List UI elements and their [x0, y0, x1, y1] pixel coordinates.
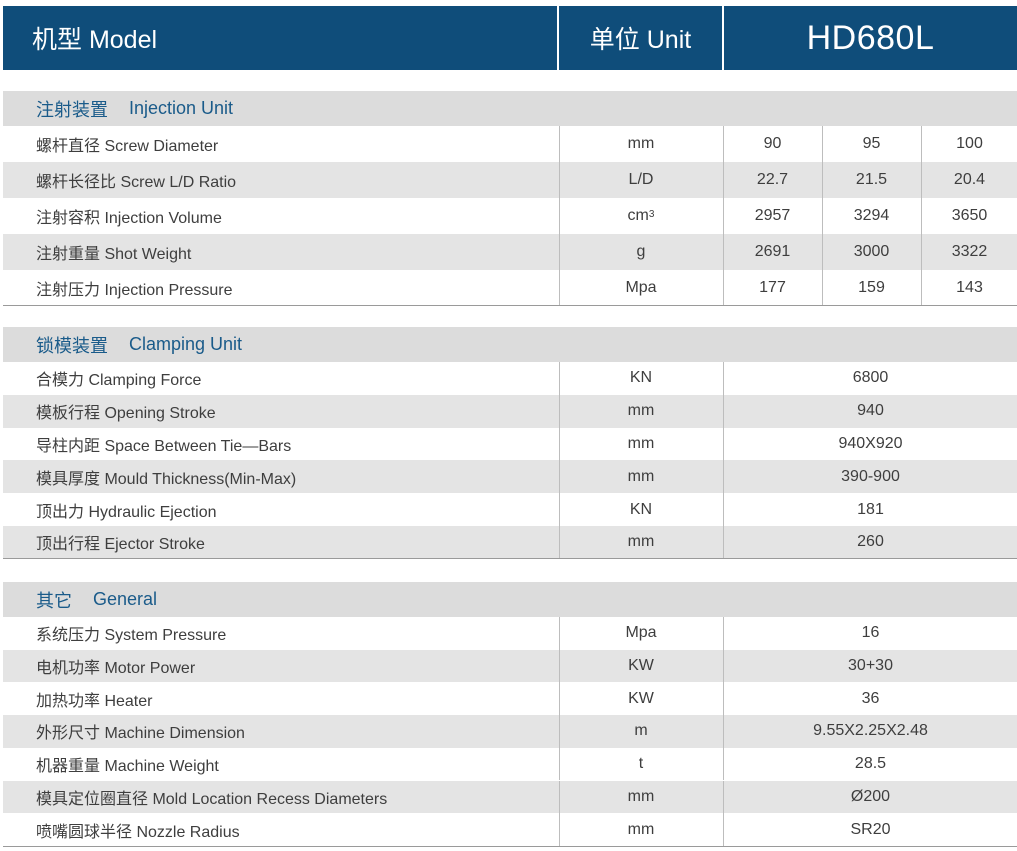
section-bottom-rule — [3, 846, 1017, 847]
header-model-name: HD680L — [724, 6, 1017, 70]
row-value: SR20 — [723, 813, 1017, 846]
table-row: 顶出行程 Ejector Stroke mm 260 — [3, 526, 1017, 559]
table-row: 机器重量 Machine Weight t 28.5 — [3, 747, 1017, 781]
row-value: 36 — [723, 682, 1017, 716]
section-header: 其它 General — [3, 582, 1017, 617]
section-header: 注射装置 Injection Unit — [3, 91, 1017, 126]
row-label: 模板行程 Opening Stroke — [36, 405, 216, 423]
row-unit: g — [559, 234, 722, 270]
row-label: 模具定位圈直径 Mold Location Recess Diameters — [36, 790, 388, 808]
table-row: 喷嘴圆球半径 Nozzle Radius mm SR20 — [3, 813, 1017, 846]
header-unit: 单位 Unit — [559, 6, 722, 70]
row-value: 143 — [921, 270, 1017, 306]
section-title-en: General — [93, 589, 158, 609]
row-value: 95 — [822, 126, 920, 162]
row-unit: mm — [559, 394, 722, 428]
row-value: 3650 — [921, 198, 1017, 234]
row-unit: mm — [559, 427, 722, 461]
row-value: 22.7 — [723, 162, 821, 198]
table-row: 合模力 Clamping Force KN 6800 — [3, 362, 1017, 395]
section-title-zh: 其它 — [36, 590, 72, 611]
row-unit: mm — [559, 813, 722, 846]
row-unit: t — [559, 747, 722, 781]
row-label: 合模力 Clamping Force — [36, 372, 202, 390]
row-unit: mm — [559, 126, 722, 162]
row-value: 3294 — [822, 198, 920, 234]
table-row: 螺杆长径比 Screw L/D Ratio L/D 22.7 21.5 20.4 — [3, 162, 1017, 198]
row-value: 2691 — [723, 234, 821, 270]
row-unit: KW — [559, 649, 722, 683]
section-title-en: Clamping Unit — [129, 334, 243, 354]
row-value: 3322 — [921, 234, 1017, 270]
row-value: 3000 — [822, 234, 920, 270]
row-value: Ø200 — [723, 780, 1017, 814]
table-row: 外形尺寸 Machine Dimension m 9.55X2.25X2.48 — [3, 715, 1017, 748]
row-unit: KN — [559, 362, 722, 395]
row-value: 159 — [822, 270, 920, 306]
section-title-zh: 注射装置 — [36, 99, 108, 120]
row-value: 260 — [723, 526, 1017, 559]
table-row: 加热功率 Heater KW 36 — [3, 682, 1017, 716]
row-unit: Mpa — [559, 270, 722, 306]
section-title-en: Injection Unit — [129, 98, 234, 118]
row-label: 导柱内距 Space Between Tie—Bars — [36, 437, 292, 455]
row-unit: mm — [559, 780, 722, 814]
row-unit: KW — [559, 682, 722, 716]
row-label: 系统压力 System Pressure — [36, 627, 227, 645]
row-label: 电机功率 Motor Power — [36, 660, 196, 678]
row-label: 顶出行程 Ejector Stroke — [36, 536, 205, 554]
row-label: 注射重量 Shot Weight — [36, 246, 192, 263]
section-header: 锁模装置 Clamping Unit — [3, 327, 1017, 362]
section-title-zh: 锁模装置 — [36, 335, 108, 356]
row-unit: m — [559, 715, 722, 748]
table-row: 模具厚度 Mould Thickness(Min-Max) mm 390-900 — [3, 460, 1017, 494]
row-value: 28.5 — [723, 747, 1017, 781]
row-value: 20.4 — [921, 162, 1017, 198]
row-value: 16 — [723, 617, 1017, 650]
row-label: 注射压力 Injection Pressure — [36, 282, 233, 299]
row-unit: Mpa — [559, 617, 722, 650]
row-value: 940X920 — [723, 427, 1017, 461]
row-unit: L/D — [559, 162, 722, 198]
row-unit: cm 3 — [559, 198, 722, 234]
row-value: 21.5 — [822, 162, 920, 198]
row-value: 9.55X2.25X2.48 — [723, 715, 1017, 748]
row-value: 177 — [723, 270, 821, 306]
row-label: 机器重量 Machine Weight — [36, 758, 219, 776]
row-label: 外形尺寸 Machine Dimension — [36, 725, 245, 743]
row-value: 390-900 — [723, 460, 1017, 494]
section-bottom-rule — [3, 558, 1017, 559]
table-row: 模具定位圈直径 Mold Location Recess Diameters mm… — [3, 780, 1017, 814]
row-label: 螺杆直径 Screw Diameter — [36, 138, 219, 155]
row-value: 181 — [723, 493, 1017, 526]
table-row: 注射压力 Injection Pressure Mpa 177 159 143 — [3, 270, 1017, 306]
table-row: 电机功率 Motor Power KW 30+30 — [3, 649, 1017, 683]
row-label: 顶出力 Hydraulic Ejection — [36, 503, 217, 521]
row-value: 6800 — [723, 362, 1017, 395]
row-value: 90 — [723, 126, 821, 162]
table-row: 注射重量 Shot Weight g 2691 3000 3322 — [3, 234, 1017, 270]
row-unit: mm — [559, 460, 722, 494]
row-label: 螺杆长径比 Screw L/D Ratio — [36, 174, 237, 191]
section-bottom-rule — [3, 305, 1017, 306]
row-unit: KN — [559, 493, 722, 526]
table-row: 螺杆直径 Screw Diameter mm 90 95 100 — [3, 126, 1017, 162]
row-label: 模具厚度 Mould Thickness(Min-Max) — [36, 470, 297, 488]
row-unit: mm — [559, 526, 722, 559]
table-row: 系统压力 System Pressure Mpa 16 — [3, 617, 1017, 650]
table-row: 模板行程 Opening Stroke mm 940 — [3, 394, 1017, 428]
table-row: 顶出力 Hydraulic Ejection KN 181 — [3, 493, 1017, 526]
row-value: 100 — [921, 126, 1017, 162]
row-label: 喷嘴圆球半径 Nozzle Radius — [36, 823, 240, 841]
row-label: 注射容积 Injection Volume — [36, 210, 222, 227]
row-label: 加热功率 Heater — [36, 692, 153, 710]
header-model: 机型 Model — [3, 6, 557, 70]
row-value: 940 — [723, 394, 1017, 428]
table-row: 导柱内距 Space Between Tie—Bars mm 940X920 — [3, 427, 1017, 461]
row-value: 30+30 — [723, 649, 1017, 683]
row-value: 2957 — [723, 198, 821, 234]
table-row: 注射容积 Injection Volume cm 3 2957 3294 3650 — [3, 198, 1017, 234]
